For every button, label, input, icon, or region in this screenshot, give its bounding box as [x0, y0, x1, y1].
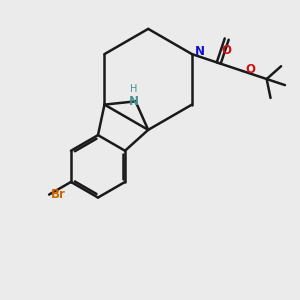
Text: O: O [246, 63, 256, 76]
Text: H: H [130, 84, 138, 94]
Text: N: N [195, 45, 205, 58]
Text: N: N [129, 95, 139, 108]
Text: Br: Br [51, 188, 65, 201]
Text: O: O [222, 44, 232, 56]
